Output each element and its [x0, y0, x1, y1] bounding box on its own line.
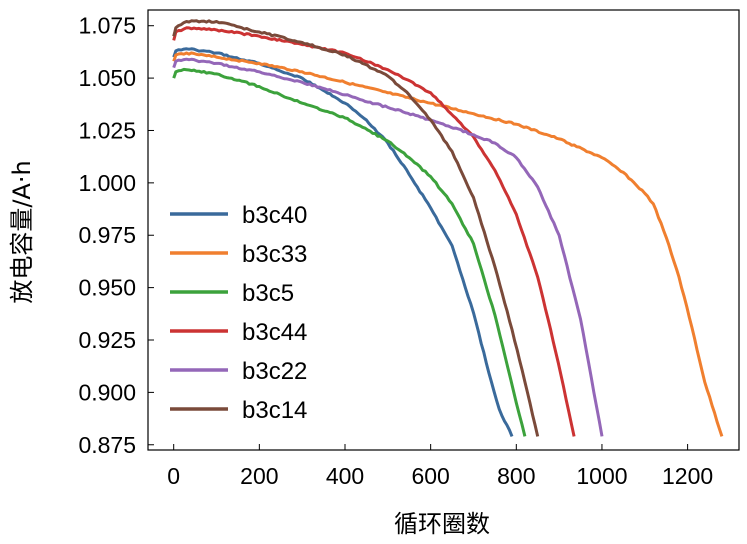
y-tick-label: 1.075 — [78, 13, 136, 39]
x-tick-label: 1200 — [662, 463, 713, 489]
y-tick-label: 0.925 — [78, 327, 136, 353]
x-axis-title: 循环圈数 — [394, 510, 490, 538]
x-tick-label: 600 — [411, 463, 449, 489]
y-tick-label: 1.000 — [78, 170, 136, 196]
series-line-b3c44 — [172, 26, 576, 437]
legend-label-b3c33: b3c33 — [242, 241, 307, 268]
legend-label-b3c40: b3c40 — [242, 202, 307, 229]
series-line-b3c14 — [172, 19, 540, 437]
y-axis-title: 放电容量/A·h — [8, 160, 36, 303]
x-tick-label: 0 — [167, 463, 180, 489]
legend-label-b3c22: b3c22 — [242, 358, 307, 385]
y-tick-label: 0.950 — [78, 275, 136, 301]
x-tick-label: 400 — [326, 463, 364, 489]
legend-label-b3c44: b3c44 — [242, 319, 307, 346]
legend: b3c40 b3c33 b3c5 b3c44 b3c22 b3c14 — [170, 202, 307, 424]
y-tick-label: 0.875 — [78, 432, 136, 458]
y-tick-label: 0.900 — [78, 379, 136, 405]
axis-ticks: 0 200 400 600 800 1000 1200 0.875 0.900 0.925 0.95… — [78, 13, 713, 489]
legend-label-b3c5: b3c5 — [242, 280, 294, 307]
x-tick-label: 800 — [497, 463, 535, 489]
x-tick-label: 200 — [240, 463, 278, 489]
plot-area — [147, 9, 740, 451]
y-tick-label: 1.050 — [78, 65, 136, 91]
y-tick-label: 0.975 — [78, 222, 136, 248]
plot-frame — [147, 9, 740, 451]
series-line-b3c22 — [172, 57, 604, 437]
y-tick-label: 1.025 — [78, 117, 136, 143]
legend-label-b3c14: b3c14 — [242, 397, 307, 424]
series-line-b3c40 — [172, 47, 514, 437]
series-line-b3c5 — [172, 67, 527, 437]
series-group — [172, 19, 724, 437]
x-tick-label: 1000 — [576, 463, 627, 489]
